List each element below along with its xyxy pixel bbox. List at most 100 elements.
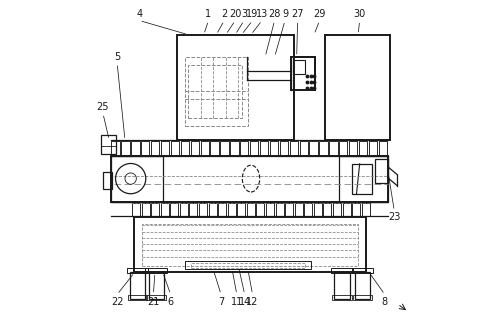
Bar: [111, 156, 387, 202]
Text: 21: 21: [147, 297, 159, 307]
Bar: [294, 203, 302, 216]
Bar: [332, 203, 340, 216]
Bar: [198, 203, 206, 216]
Bar: [191, 263, 304, 268]
Bar: [142, 224, 357, 266]
Bar: [170, 141, 179, 156]
Bar: [275, 203, 283, 216]
Text: 2: 2: [220, 9, 227, 19]
Bar: [217, 203, 225, 216]
Bar: [260, 141, 268, 156]
Bar: [334, 272, 349, 299]
Bar: [339, 141, 347, 156]
Text: 8: 8: [381, 297, 387, 307]
Bar: [332, 295, 351, 300]
Bar: [313, 203, 321, 216]
Bar: [309, 141, 317, 156]
Bar: [177, 35, 293, 140]
Bar: [292, 60, 305, 74]
Bar: [368, 141, 376, 156]
Bar: [141, 141, 149, 156]
Bar: [329, 141, 337, 156]
Bar: [348, 141, 357, 156]
Bar: [256, 203, 264, 216]
Text: 11: 11: [230, 297, 242, 307]
Text: 20: 20: [228, 9, 241, 19]
Bar: [160, 203, 168, 216]
Bar: [161, 141, 169, 156]
Bar: [111, 156, 162, 202]
Bar: [230, 141, 238, 156]
Bar: [121, 141, 129, 156]
Bar: [331, 268, 352, 273]
Text: 5: 5: [114, 52, 120, 62]
Bar: [180, 141, 189, 156]
Text: 14: 14: [238, 297, 250, 307]
Bar: [141, 203, 149, 216]
Bar: [351, 164, 372, 194]
Bar: [319, 141, 327, 156]
Bar: [289, 141, 298, 156]
Bar: [304, 203, 312, 216]
Bar: [134, 217, 365, 272]
Bar: [129, 272, 145, 299]
Bar: [145, 268, 166, 273]
Bar: [200, 141, 208, 156]
Bar: [266, 203, 274, 216]
Text: 25: 25: [97, 102, 109, 112]
Bar: [146, 295, 166, 300]
Bar: [188, 65, 241, 118]
Bar: [285, 203, 293, 216]
Bar: [358, 141, 367, 156]
Bar: [151, 141, 159, 156]
Bar: [351, 268, 372, 273]
Text: 29: 29: [313, 9, 325, 19]
Text: 7: 7: [217, 297, 224, 307]
Text: 28: 28: [268, 9, 280, 19]
Bar: [101, 135, 116, 154]
Bar: [342, 203, 350, 216]
Bar: [270, 141, 278, 156]
Bar: [170, 203, 178, 216]
Text: 6: 6: [167, 297, 173, 307]
Text: 23: 23: [387, 212, 400, 222]
Text: 4: 4: [136, 9, 142, 19]
Bar: [208, 203, 216, 216]
Bar: [352, 295, 372, 300]
Text: 9: 9: [282, 9, 288, 19]
Bar: [339, 156, 387, 202]
Text: 13: 13: [256, 9, 268, 19]
Bar: [249, 141, 258, 156]
Bar: [324, 35, 389, 140]
Bar: [352, 203, 359, 216]
Bar: [291, 57, 314, 90]
Bar: [246, 203, 255, 216]
Bar: [378, 141, 386, 156]
Bar: [239, 141, 248, 156]
Text: 30: 30: [353, 9, 365, 19]
Bar: [126, 268, 148, 273]
Bar: [189, 203, 197, 216]
Bar: [132, 203, 140, 216]
Bar: [354, 272, 369, 299]
Bar: [237, 203, 245, 216]
Bar: [299, 141, 307, 156]
Bar: [227, 203, 235, 216]
Bar: [148, 272, 163, 299]
Bar: [210, 141, 218, 156]
Bar: [184, 57, 247, 126]
Text: 12: 12: [246, 297, 258, 307]
Bar: [111, 141, 120, 156]
Bar: [131, 141, 139, 156]
Bar: [184, 261, 310, 269]
Bar: [323, 203, 331, 216]
Bar: [361, 203, 369, 216]
Bar: [103, 172, 112, 189]
Bar: [190, 141, 198, 156]
Bar: [127, 295, 147, 300]
Text: 19: 19: [246, 9, 258, 19]
Text: 22: 22: [111, 297, 123, 307]
Bar: [375, 159, 387, 183]
Bar: [220, 141, 228, 156]
Bar: [279, 141, 288, 156]
